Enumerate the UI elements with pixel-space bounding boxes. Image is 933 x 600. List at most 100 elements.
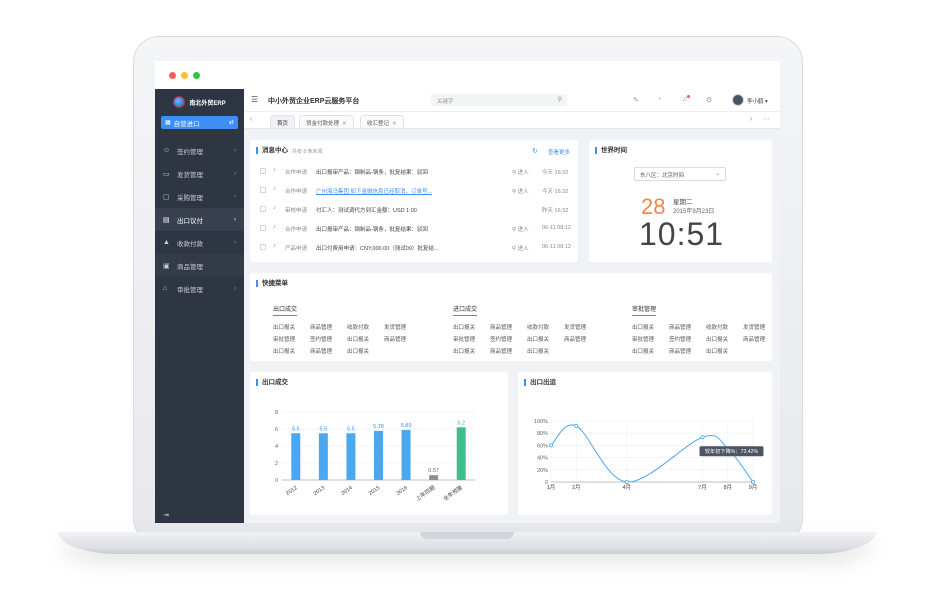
export-deal-chart-card: 出口成交 0 2 4 6 8 5.5 2012 5.5 2013 5.5 2014 5.78 2015 5… [250,372,508,515]
enter-link[interactable]: ⚲ 进入 [512,170,529,176]
timezone-select[interactable]: 东八区：北京时间 ⌄ [634,167,726,181]
data-point [700,435,705,440]
y-tick-label: 0 [275,478,278,484]
tab-bar: ‹ 首页 贸金付款处理 ✕ 收汇登记 ✕ › ··· [244,112,780,129]
quick-link[interactable]: 出口报关 [632,325,655,331]
quick-link[interactable]: 收款付款 [347,325,370,331]
tooltip-text: 较年初下降%：73.42% [705,447,759,455]
quick-link[interactable]: 商品管理 [310,325,333,331]
refresh-icon[interactable]: ↻ [532,148,538,155]
sidebar-item-purchase[interactable]: ▢ 采购管理 › [155,185,244,208]
quick-link[interactable]: 收款付款 [706,325,729,331]
tab-home[interactable]: 首页 [270,115,296,128]
sidebar-item-payments[interactable]: ▲ 收款付款 › [155,231,244,254]
list-item[interactable]: ♪ 产品申请 出口付费用申请：CNY,000.00（测试09）批复结... ⚲ … [250,238,578,257]
quick-link[interactable]: 审批管理 [273,337,296,343]
sidebar-item-products[interactable]: ▣ 商品管理 [155,254,244,277]
menu-toggle-icon[interactable]: ☰ [251,95,259,104]
more-icon[interactable]: ··· [763,116,770,123]
help-icon[interactable]: ◔ [657,96,662,103]
tab-scroll-left-icon[interactable]: ‹ [250,116,253,123]
message-content: 出口报审产品：钢制品-钢条，批复结果：驳回 [316,170,428,176]
quick-link[interactable]: 商品管理 [384,337,407,343]
quick-link[interactable]: 收款付款 [527,325,550,331]
quick-link[interactable]: 签约管理 [490,337,513,343]
unread-count: 共有 8 条未阅 [292,149,323,155]
enter-link[interactable]: ⚲ 进入 [512,246,529,252]
gear-icon[interactable]: ⚙ [706,97,713,104]
sidebar-item-shipping[interactable]: ▭ 发货管理 › [155,162,244,185]
row-checkbox[interactable] [260,168,266,174]
row-checkbox[interactable] [260,187,266,193]
card-title: 出口出运 [524,379,556,386]
maximize-window-icon[interactable] [193,72,200,79]
sidebar-item-label: 签约管理 [177,148,203,156]
search-icon[interactable]: ⚲ [557,97,562,103]
view-more-link[interactable]: 查看更多 [547,150,570,156]
monitor-icon: ▢ [163,193,170,201]
message-content-link[interactable]: 广州海马集团 如下金融信息已经取消，订单号... [316,189,433,195]
tab-payment-processing[interactable]: 贸金付款处理 ✕ [299,115,354,128]
close-icon[interactable]: ✕ [392,121,397,127]
collapse-sidebar-icon[interactable]: ⇥ [163,512,169,519]
search-input[interactable]: 关键字 ⚲ [431,94,567,106]
grid-icon: ▦ [165,120,171,126]
message-time: 06-11 08:12 [542,225,571,231]
edit-icon[interactable]: ✎ [633,97,639,104]
quick-link[interactable]: 签约管理 [669,337,692,343]
list-item[interactable]: ♪ 审核申请 付汇人：测试调代方到汇金额：USD 1.00 昨天 16:32 [250,200,578,219]
x-tick-label: 2014 [340,485,353,497]
minimize-window-icon[interactable] [181,72,188,79]
sidebar-item-contract[interactable]: ☺ 签约管理 › [155,139,244,162]
quick-link[interactable]: 出口报关 [706,337,729,343]
quick-link[interactable]: 审批管理 [632,337,655,343]
quick-link[interactable]: 出口报关 [527,337,550,343]
laptop-base [58,532,876,554]
sidebar-item-export-negotiation[interactable]: ▤ 出口议付 › [155,208,244,231]
quick-link[interactable]: 商品管理 [490,325,513,331]
quick-link[interactable]: 商品管理 [743,337,766,343]
quick-link[interactable]: 出口报关 [453,349,476,355]
timezone-value: 东八区：北京时间 [640,173,685,179]
quick-link[interactable]: 出口报关 [273,349,296,355]
list-item[interactable]: ♪ 合作申请 广州海马集团 如下金融信息已经取消，订单号... ⚲ 进入 今天 … [250,181,578,200]
tab-scroll-right-icon[interactable]: › [750,116,753,123]
close-icon[interactable]: ✕ [342,121,347,127]
quick-link[interactable]: 商品管理 [669,349,692,355]
enter-link[interactable]: ⚲ 进入 [512,189,529,195]
quick-group-title: 进口成交 [453,304,478,316]
avatar[interactable] [732,94,744,106]
quick-link[interactable]: 商品管理 [490,349,513,355]
user-name[interactable]: 李小鹤 ▾ [747,99,768,105]
list-item[interactable]: ♪ 合作申请 出口报审产品：钢制品-钢条，批复结果：驳回 ⚲ 进入 06-11 … [250,219,578,238]
quick-link[interactable]: 出口报关 [347,349,370,355]
row-checkbox[interactable] [260,225,266,231]
quick-link[interactable]: 发货管理 [384,325,407,331]
chevron-right-icon: › [234,147,236,154]
close-window-icon[interactable] [169,72,176,79]
sidebar-item-approval[interactable]: ⌂ 审批管理 › [155,277,244,300]
list-item[interactable]: ♪ 合作申请 出口报审产品：钢制品-钢条，批复结果：驳回 ⚲ 进入 今天 16:… [250,162,578,181]
sidebar-item-label: 商品管理 [177,263,203,271]
quick-link[interactable]: 出口报关 [453,325,476,331]
quick-link[interactable]: 出口报关 [347,337,370,343]
quick-link[interactable]: 商品管理 [564,337,587,343]
row-checkbox[interactable] [260,244,266,250]
self-export-button[interactable]: ▦ 自营进口 ⇄ [161,116,238,129]
row-checkbox[interactable] [260,206,266,212]
quick-link[interactable]: 商品管理 [669,325,692,331]
globe-icon [173,96,186,108]
quick-link[interactable]: 商品管理 [310,349,333,355]
quick-link[interactable]: 出口报关 [527,349,550,355]
quick-link[interactable]: 发货管理 [743,325,766,331]
tab-receipt-registration[interactable]: 收汇登记 ✕ [360,115,404,128]
quick-link[interactable]: 出口报关 [706,349,729,355]
y-tick-label: 8 [275,410,278,416]
bell-icon[interactable]: ♫ [682,96,688,103]
quick-link[interactable]: 审批管理 [453,337,476,343]
quick-link[interactable]: 签约管理 [310,337,333,343]
quick-link[interactable]: 发货管理 [564,325,587,331]
quick-link[interactable]: 出口报关 [632,349,655,355]
quick-link[interactable]: 出口报关 [273,325,296,331]
enter-link[interactable]: ⚲ 进入 [512,227,529,233]
